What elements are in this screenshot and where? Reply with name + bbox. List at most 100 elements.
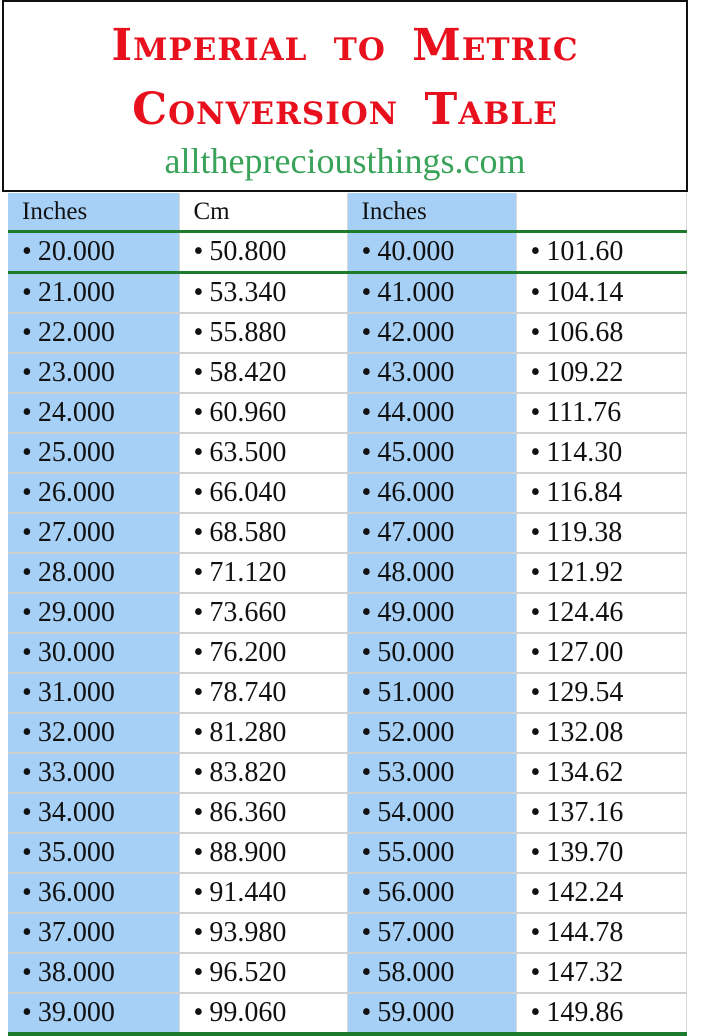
- bullet-icon: •: [193, 757, 204, 788]
- table-row: • 23.000 • 58.420 • 43.000 • 109.22: [8, 353, 687, 394]
- cell-value: 22.000: [37, 317, 115, 348]
- cell-value: 54.000: [377, 797, 455, 828]
- cell-value: 53.340: [209, 277, 287, 308]
- bullet-icon: •: [530, 397, 541, 428]
- cm-cell: • 134.62: [516, 753, 687, 794]
- bullet-icon: •: [530, 797, 541, 828]
- cell-value: 60.960: [209, 397, 287, 428]
- cell-value: 73.660: [209, 597, 287, 628]
- cm-cell: • 149.86: [516, 993, 687, 1036]
- cell-value: 91.440: [209, 877, 287, 908]
- inches-cell: • 57.000: [347, 913, 517, 954]
- cm-cell: • 73.660: [179, 593, 348, 634]
- bullet-icon: •: [530, 517, 541, 548]
- cm-cell: • 127.00: [516, 633, 687, 674]
- cell-value: 35.000: [37, 837, 115, 868]
- bullet-icon: •: [22, 797, 32, 828]
- cm-cell: • 137.16: [516, 793, 687, 834]
- cell-value: 104.14: [546, 277, 624, 308]
- inches-cell: • 30.000: [8, 633, 180, 674]
- inches-cell: • 22.000: [8, 313, 180, 354]
- table-row: • 30.000 • 76.200 • 50.000 • 127.00: [8, 633, 687, 674]
- cm-cell: • 106.68: [516, 313, 687, 354]
- cell-value: 53.000: [377, 757, 455, 788]
- bullet-icon: •: [193, 997, 204, 1028]
- cell-value: 44.000: [377, 397, 455, 428]
- inches-cell: • 26.000: [8, 473, 180, 514]
- cm-cell: • 81.280: [179, 713, 348, 754]
- bullet-icon: •: [22, 757, 32, 788]
- bullet-icon: •: [530, 597, 541, 628]
- cell-value: 50.800: [209, 236, 287, 267]
- table-row: • 21.000 • 53.340 • 41.000 • 104.14: [8, 272, 687, 314]
- cell-value: 38.000: [37, 957, 115, 988]
- bullet-icon: •: [530, 236, 541, 267]
- inches-cell: • 52.000: [347, 713, 517, 754]
- bullet-icon: •: [22, 997, 32, 1028]
- cell-value: 147.32: [546, 957, 624, 988]
- inches-cell: • 37.000: [8, 913, 180, 954]
- bullet-icon: •: [193, 236, 204, 267]
- bullet-icon: •: [530, 837, 541, 868]
- table-row: • 20.000 • 50.800 • 40.000 • 101.60: [8, 231, 687, 274]
- inches-cell: • 55.000: [347, 833, 517, 874]
- cm-cell: • 83.820: [179, 753, 348, 794]
- cm-cell: • 114.30: [516, 433, 687, 474]
- table-row: • 37.000 • 93.980 • 57.000 • 144.78: [8, 913, 687, 954]
- bullet-icon: •: [193, 437, 204, 468]
- cell-value: 28.000: [37, 557, 115, 588]
- bullet-icon: •: [22, 357, 32, 388]
- cell-value: 86.360: [209, 797, 287, 828]
- bullet-icon: •: [22, 717, 32, 748]
- cell-value: 127.00: [546, 637, 624, 668]
- cell-value: 78.740: [209, 677, 287, 708]
- inches-cell: • 25.000: [8, 433, 180, 474]
- bullet-icon: •: [193, 357, 204, 388]
- bullet-icon: •: [361, 236, 372, 267]
- table-row: • 28.000 • 71.120 • 48.000 • 121.92: [8, 553, 687, 594]
- table-row: • 39.000 • 99.060 • 59.000 • 149.86: [8, 993, 687, 1036]
- bullet-icon: •: [193, 917, 204, 948]
- cell-value: 26.000: [37, 477, 115, 508]
- cell-value: 68.580: [209, 517, 287, 548]
- cell-value: 34.000: [37, 797, 115, 828]
- inches-cell: • 28.000: [8, 553, 180, 594]
- table-row: • 29.000 • 73.660 • 49.000 • 124.46: [8, 593, 687, 634]
- cm-cell: • 60.960: [179, 393, 348, 434]
- bullet-icon: •: [530, 757, 541, 788]
- cm-cell: • 104.14: [516, 272, 687, 314]
- cm-cell: • 50.800: [179, 231, 348, 274]
- cell-value: 129.54: [546, 677, 624, 708]
- website-label: allthepreciousthings.com: [164, 141, 526, 181]
- bullet-icon: •: [193, 837, 204, 868]
- bullet-icon: •: [193, 557, 204, 588]
- bullet-icon: •: [361, 597, 372, 628]
- cell-value: 66.040: [209, 477, 287, 508]
- bullet-icon: •: [530, 637, 541, 668]
- inches-cell: • 59.000: [347, 993, 517, 1036]
- inches-cell: • 44.000: [347, 393, 517, 434]
- cell-value: 116.84: [546, 477, 623, 508]
- cm-cell: • 99.060: [179, 993, 348, 1036]
- cm-cell: • 139.70: [516, 833, 687, 874]
- header-cm-2: [516, 193, 687, 233]
- cm-cell: • 88.900: [179, 833, 348, 874]
- cm-cell: • 144.78: [516, 913, 687, 954]
- bullet-icon: •: [361, 797, 372, 828]
- bullet-icon: •: [22, 437, 32, 468]
- cm-cell: • 116.84: [516, 473, 687, 514]
- table-row: • 36.000 • 91.440 • 56.000 • 142.24: [8, 873, 687, 914]
- bullet-icon: •: [22, 517, 32, 548]
- table-row: • 31.000 • 78.740 • 51.000 • 129.54: [8, 673, 687, 714]
- inches-cell: • 49.000: [347, 593, 517, 634]
- cell-value: 42.000: [377, 317, 455, 348]
- bullet-icon: •: [193, 517, 204, 548]
- bullet-icon: •: [361, 757, 372, 788]
- inches-cell: • 46.000: [347, 473, 517, 514]
- bullet-icon: •: [22, 637, 32, 668]
- cell-value: 29.000: [37, 597, 115, 628]
- cell-value: 142.24: [546, 877, 624, 908]
- cm-cell: • 101.60: [516, 231, 687, 274]
- cell-value: 106.68: [546, 317, 624, 348]
- cell-value: 39.000: [37, 997, 115, 1028]
